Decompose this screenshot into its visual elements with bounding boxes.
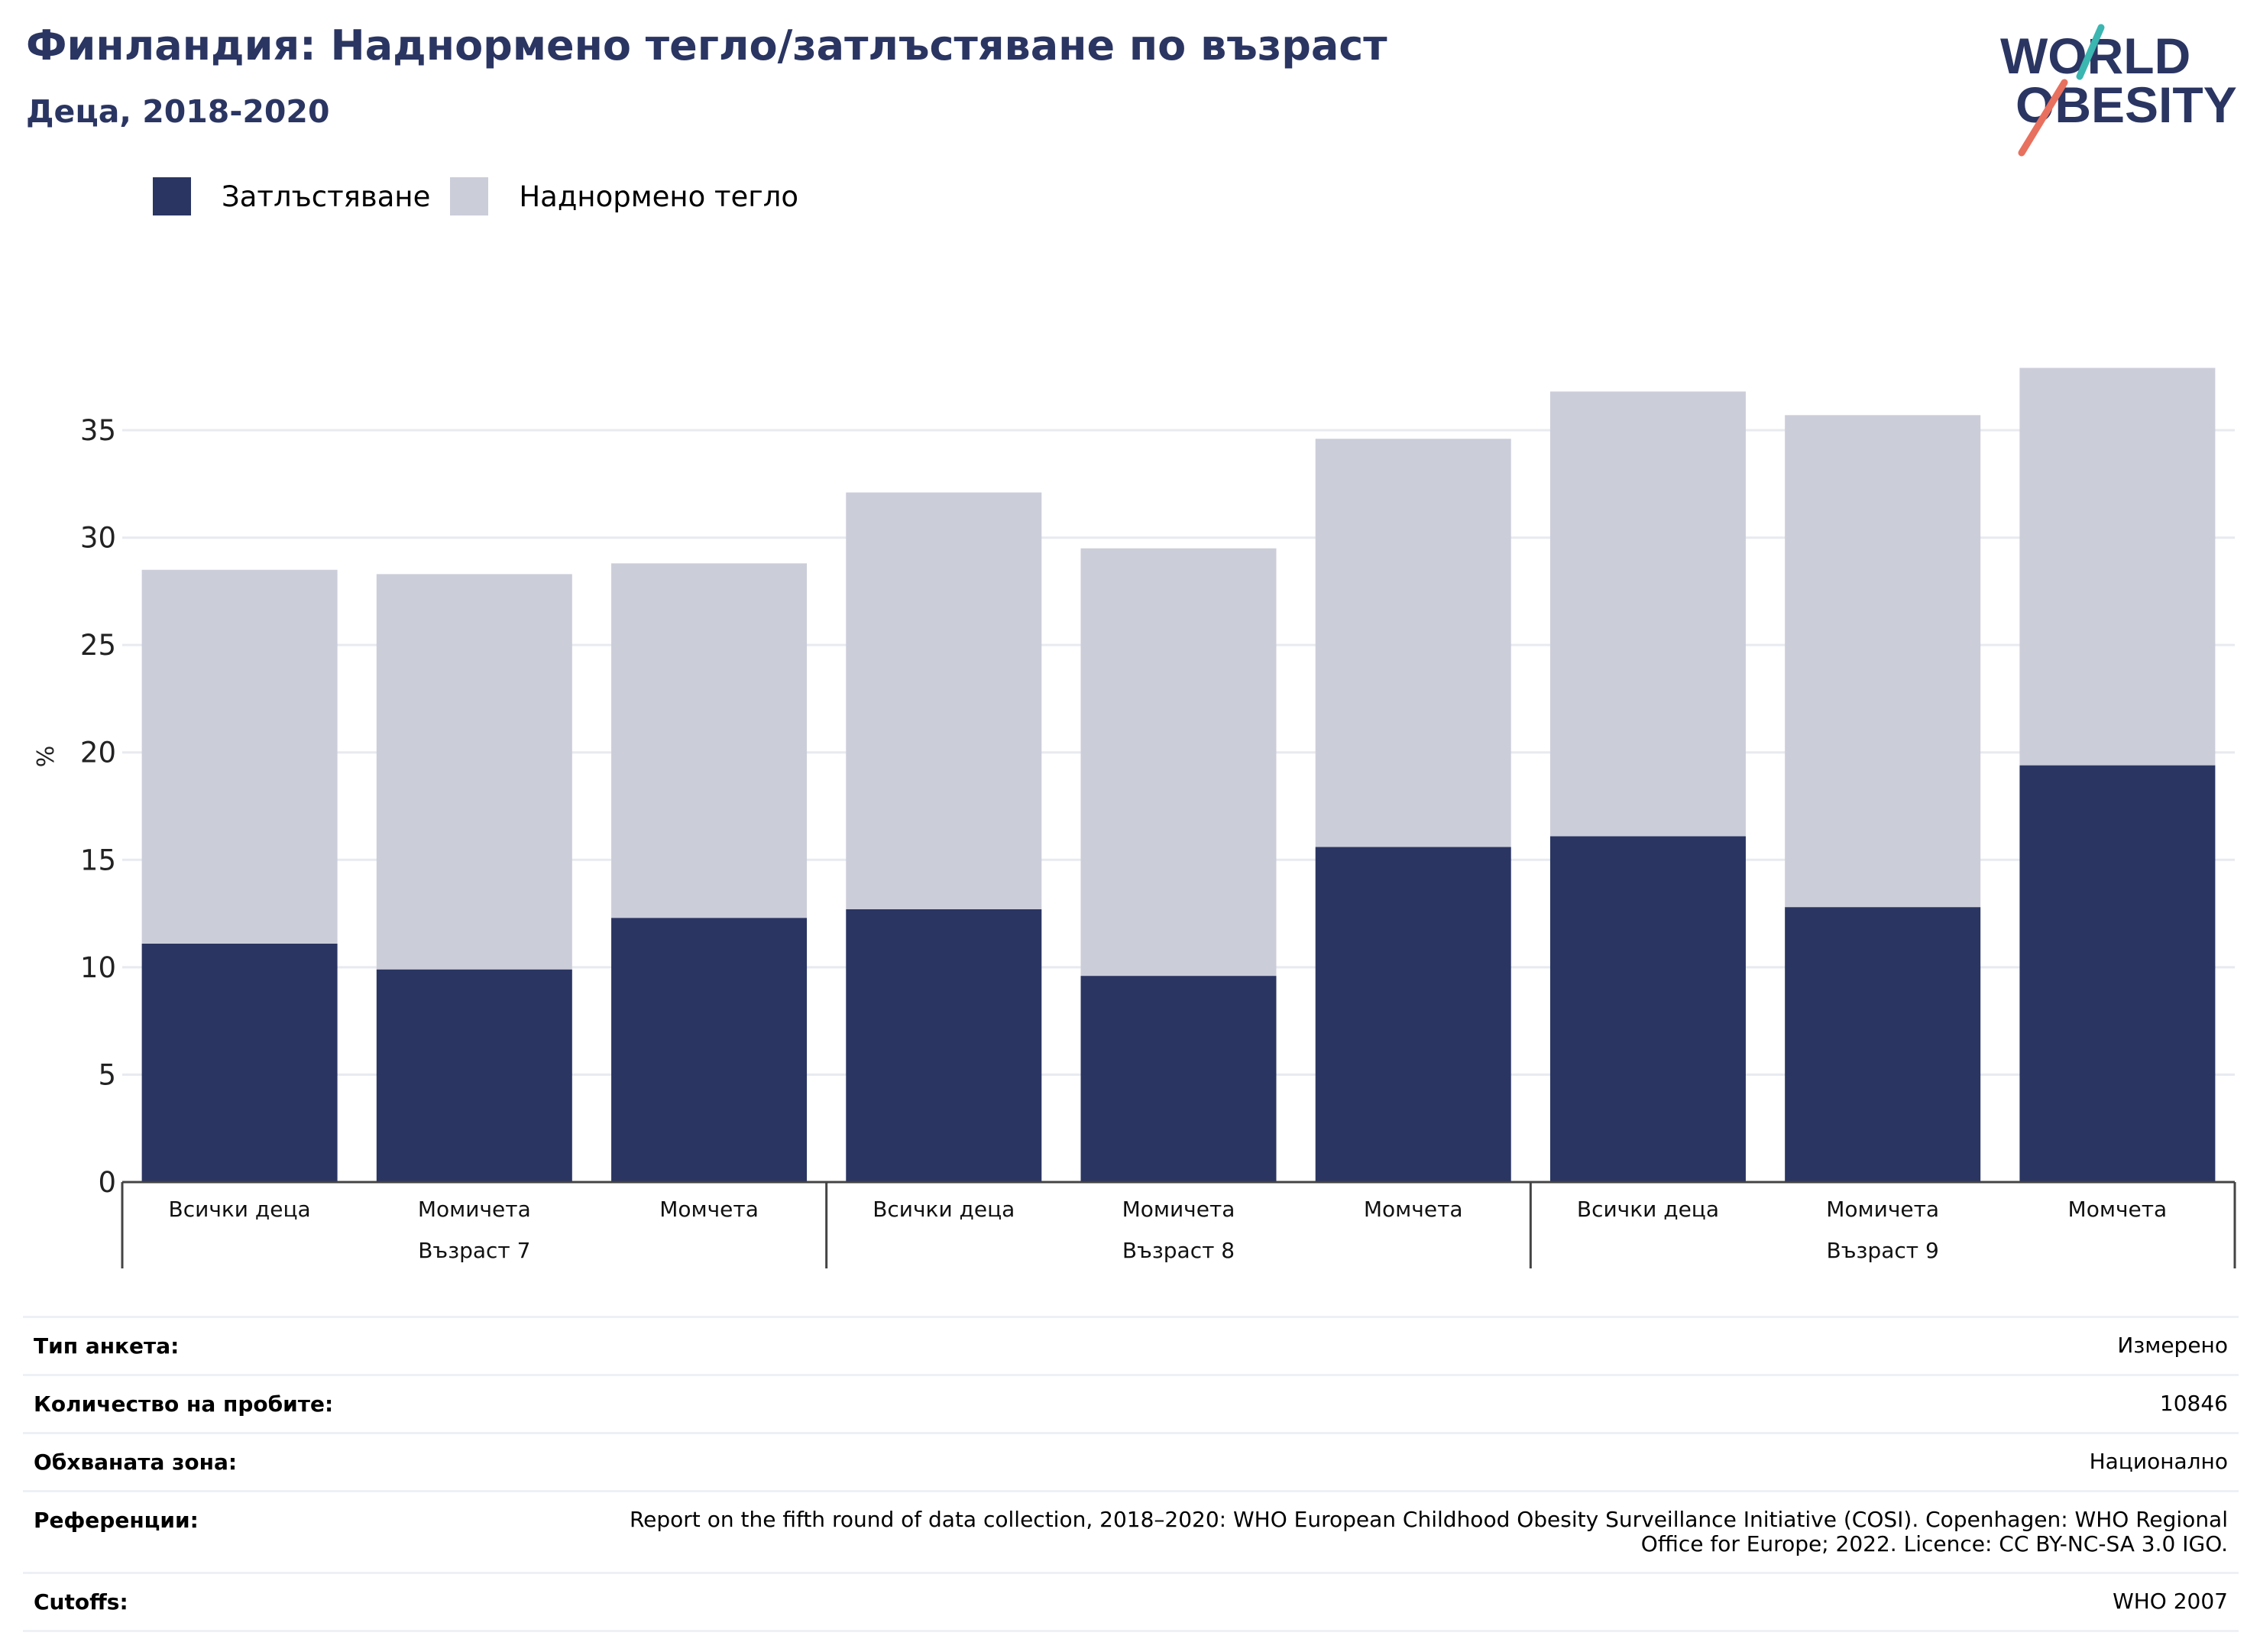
y-axis-label: % (33, 746, 60, 768)
meta-row-sample-size: Количество на пробите: 10846 (23, 1374, 2239, 1432)
bar-overweight (1080, 548, 1277, 977)
meta-row-references: Референции: Report on the fifth round of… (23, 1490, 2239, 1572)
meta-label: Количество на пробите: (34, 1391, 334, 1417)
meta-label: Cutoffs: (34, 1589, 128, 1615)
x-tick-label: Всички деца (873, 1197, 1015, 1222)
bar-obesity (1785, 907, 1981, 1182)
meta-label: Референции: (34, 1508, 199, 1533)
bar-obesity (846, 909, 1042, 1182)
bar-overweight (376, 574, 572, 970)
legend-swatch-obesity (153, 177, 191, 215)
bar-obesity (376, 969, 572, 1182)
y-tick-label: 5 (98, 1058, 116, 1091)
bar-obesity (1315, 847, 1511, 1182)
bar-obesity (141, 943, 338, 1182)
y-tick-label: 35 (80, 414, 116, 447)
x-tick-label: Момичета (1826, 1197, 1939, 1222)
chart-title: Финландия: Наднормено тегло/затлъстяване… (26, 21, 1387, 70)
bar-overweight (1549, 391, 1746, 837)
bar-overweight (1315, 439, 1511, 847)
x-tick-label: Момчета (659, 1197, 759, 1222)
meta-value: Измерено (2117, 1333, 2228, 1358)
bar-overweight (2019, 368, 2216, 766)
x-group-label: Възраст 7 (418, 1238, 530, 1263)
bar-overweight (141, 569, 338, 944)
chart-subtitle: Деца, 2018-2020 (26, 93, 330, 130)
meta-value: Национално (2089, 1449, 2228, 1474)
y-tick-label: 0 (98, 1166, 116, 1199)
bar-overweight (611, 563, 808, 918)
meta-value: 10846 (2159, 1391, 2228, 1416)
y-tick-label: 30 (80, 522, 116, 555)
x-tick-label: Момчета (1364, 1197, 1463, 1222)
x-tick-label: Момичета (1122, 1197, 1235, 1222)
meta-row-cutoffs: Cutoffs: WHO 2007 (23, 1572, 2239, 1632)
meta-label: Тип анкета: (34, 1333, 180, 1359)
legend-label-overweight: Наднормено тегло (519, 180, 799, 213)
meta-row-area: Обхваната зона: Национално (23, 1432, 2239, 1490)
meta-value: Report on the fifth round of data collec… (629, 1507, 2228, 1556)
legend-label-obesity: Затлъстяване (222, 180, 431, 213)
x-tick-label: Всички деца (169, 1197, 311, 1222)
meta-row-survey-type: Тип анкета: Измерено (23, 1316, 2239, 1374)
meta-value: WHO 2007 (2113, 1589, 2228, 1614)
chart-legend: Затлъстяване Наднормено тегло (153, 177, 818, 215)
y-tick-label: 10 (80, 951, 116, 984)
y-tick-label: 20 (80, 737, 116, 769)
bar-obesity (611, 918, 808, 1182)
bar-obesity (2019, 765, 2216, 1182)
legend-swatch-overweight (450, 177, 489, 215)
y-tick-label: 25 (80, 629, 116, 662)
stacked-bar-chart: 0 5 10 15 20 25 30 35% Всички деца Момичета Момчет… (33, 368, 2236, 1268)
logo-slash-coral (2018, 79, 2068, 157)
x-tick-label: Момичета (418, 1197, 531, 1222)
bar-obesity (1080, 976, 1277, 1182)
meta-label: Обхваната зона: (34, 1450, 238, 1475)
bar-overweight (1785, 415, 1981, 908)
x-tick-label: Всички деца (1577, 1197, 1719, 1222)
x-group-label: Възраст 9 (1827, 1238, 1939, 1263)
metadata-table: Тип анкета: Измерено Количество на проби… (23, 1316, 2239, 1632)
bar-obesity (1549, 836, 1746, 1182)
logo-slash-teal (2076, 24, 2105, 80)
bar-overweight (846, 492, 1042, 909)
world-obesity-logo: WORLD OBESITY (2000, 24, 2237, 157)
x-group-label: Възраст 8 (1122, 1238, 1235, 1263)
x-tick-label: Момчета (2068, 1197, 2168, 1222)
y-tick-label: 15 (80, 844, 116, 876)
